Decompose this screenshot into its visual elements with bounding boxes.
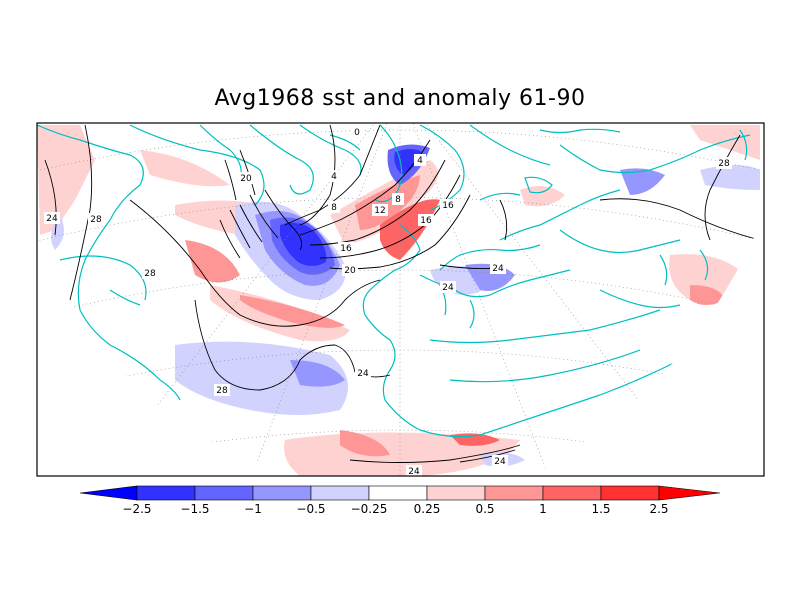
colorbar-tick-label: −2.5 (122, 502, 151, 516)
anomaly-shading (37, 125, 760, 476)
graticule (37, 123, 764, 476)
contour-label: 28 (216, 386, 228, 396)
contour-label: 4 (331, 172, 337, 182)
map-title: Avg1968 sst and anomaly 61-90 (214, 86, 586, 111)
colorbar-tick-label: 0.25 (414, 502, 441, 516)
contour-label: 28 (718, 159, 730, 169)
projection-mask-left (37, 123, 300, 476)
colorbar-tick-label: 1.5 (591, 502, 610, 516)
contour-label: 4 (417, 156, 423, 166)
contour-label: 12 (374, 206, 385, 216)
contour-label: 8 (331, 203, 337, 213)
colorbar-box (600, 485, 660, 501)
colorbar-box (542, 485, 602, 501)
colorbar-labels: −2.5 −1.5 −1 −0.5 −0.25 0.25 0.5 1 1.5 2.5 (122, 502, 668, 516)
contour-label: 16 (340, 244, 352, 254)
contour-label: 24 (492, 264, 504, 274)
contour-label: 24 (442, 283, 454, 293)
colorbar-box (368, 485, 428, 501)
contour-label: 16 (442, 201, 454, 211)
projection-mask-right (530, 123, 764, 476)
colorbar-box (310, 485, 370, 501)
sst-contours (44, 124, 761, 463)
contour-label: 24 (357, 369, 369, 379)
colorbar-box (426, 485, 486, 501)
colorbar-tick-label: −0.5 (296, 502, 325, 516)
contour-label: 28 (90, 215, 102, 225)
colorbar-tick-label: −0.25 (351, 502, 388, 516)
contour-label: 28 (144, 269, 156, 279)
colorbar-arrow-left (79, 485, 138, 501)
colorbar-tick-label: 1 (539, 502, 547, 516)
colorbar-boxes (79, 485, 721, 501)
colorbar-box (252, 485, 312, 501)
contour-label: 20 (240, 174, 252, 184)
map-frame (36, 122, 765, 477)
colorbar-box (194, 485, 254, 501)
contour-label: 8 (395, 195, 401, 205)
colorbar-tick-label: −1.5 (180, 502, 209, 516)
contour-label: 24 (494, 457, 506, 467)
colorbar-tick-label: 0.5 (475, 502, 494, 516)
colorbar-box (136, 485, 196, 501)
contour-label: 20 (344, 266, 356, 276)
contour-label: 24 (408, 467, 420, 477)
contour-label: 0 (354, 128, 360, 138)
colorbar-arrow-right (658, 485, 721, 501)
colorbar-tick-label: 2.5 (649, 502, 668, 516)
contour-label: 16 (420, 216, 432, 226)
colorbar-box (484, 485, 544, 501)
contour-labels: 0 4 4 8 8 12 16 16 16 20 20 24 24 (44, 126, 732, 477)
colorbar-tick-label: −1 (244, 502, 262, 516)
contour-label: 24 (46, 214, 58, 224)
